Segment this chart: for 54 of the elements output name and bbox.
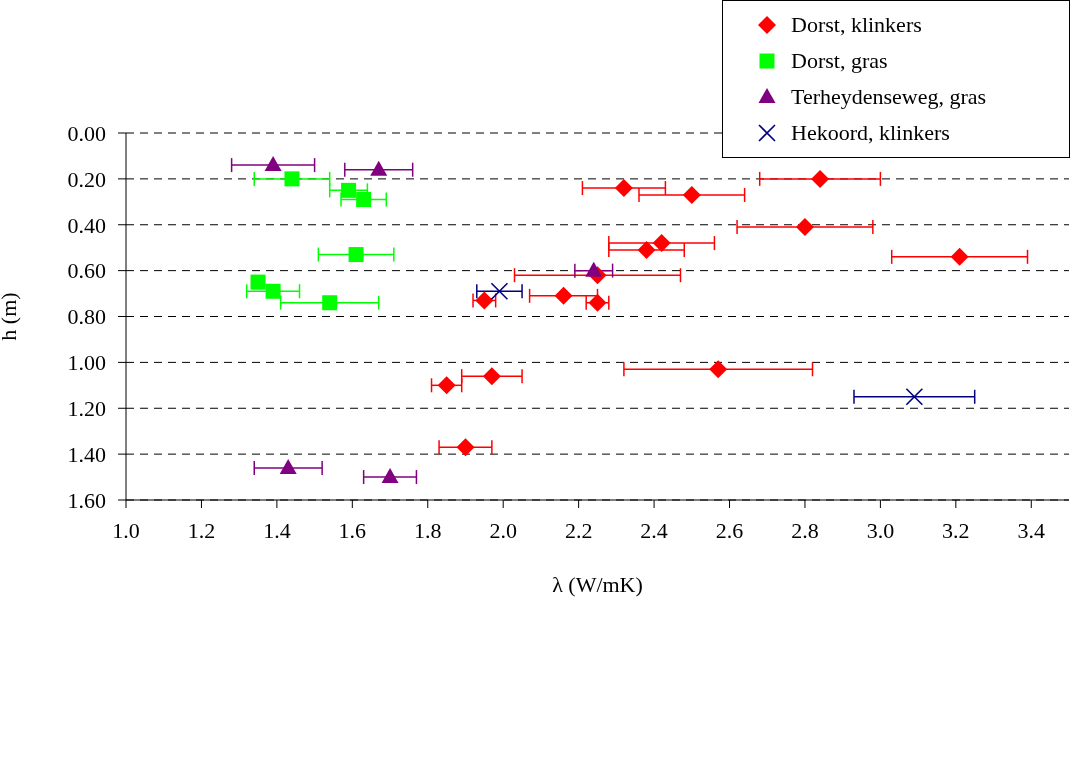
- point: [614, 179, 633, 198]
- x-tick-label: 1.0: [112, 517, 140, 543]
- point: [370, 160, 388, 176]
- point: [490, 282, 509, 301]
- point: [322, 295, 338, 311]
- y-tick-label: 0.80: [67, 304, 106, 330]
- x-tick-label: 1.6: [338, 517, 367, 543]
- point: [637, 240, 656, 259]
- point: [265, 283, 281, 299]
- point: [250, 274, 266, 290]
- y-tick-label: 1.60: [67, 487, 106, 513]
- x-tick-label: 1.4: [263, 517, 291, 543]
- legend-label: Dorst, gras: [791, 48, 888, 74]
- y-axis-title: h (m): [0, 292, 21, 341]
- legend-label: Dorst, klinkers: [791, 12, 922, 38]
- x-tick-label: 2.4: [640, 517, 668, 543]
- point: [437, 376, 456, 395]
- point: [456, 438, 475, 457]
- point: [381, 468, 399, 484]
- x-tick-label: 2.8: [791, 517, 819, 543]
- point: [585, 261, 603, 277]
- legend-label: Hekoord, klinkers: [791, 120, 950, 146]
- y-tick-label: 0.60: [67, 258, 106, 284]
- legend-label: Terheydenseweg, gras: [791, 84, 987, 110]
- y-tick-label: 1.40: [67, 441, 106, 467]
- point: [709, 360, 728, 379]
- x-tick-label: 3.2: [942, 517, 970, 543]
- point: [652, 234, 671, 253]
- y-tick-label: 1.20: [67, 396, 106, 422]
- x-tick-label: 3.0: [866, 517, 895, 543]
- point: [264, 156, 282, 172]
- y-tick-label: 0.20: [67, 166, 106, 192]
- x-tick-label: 1.8: [414, 517, 442, 543]
- point: [950, 247, 969, 266]
- x-tick-label: 3.4: [1017, 517, 1046, 543]
- point: [348, 247, 364, 263]
- point: [811, 169, 830, 188]
- point: [905, 387, 924, 406]
- x-tick-label: 2.6: [715, 517, 744, 543]
- point: [284, 171, 300, 187]
- point: [482, 367, 501, 386]
- y-tick-label: 0.00: [67, 120, 106, 146]
- y-tick-label: 1.00: [67, 350, 106, 376]
- point: [795, 218, 814, 237]
- point: [356, 192, 372, 208]
- x-tick-label: 1.2: [187, 517, 216, 543]
- point: [279, 458, 297, 474]
- point: [341, 182, 357, 198]
- x-tick-label: 2.2: [564, 517, 593, 543]
- point: [682, 185, 701, 204]
- x-axis-title: λ (W/mK): [552, 572, 643, 597]
- x-tick-label: 2.0: [489, 517, 517, 543]
- point: [554, 286, 573, 305]
- y-tick-label: 0.40: [67, 212, 106, 238]
